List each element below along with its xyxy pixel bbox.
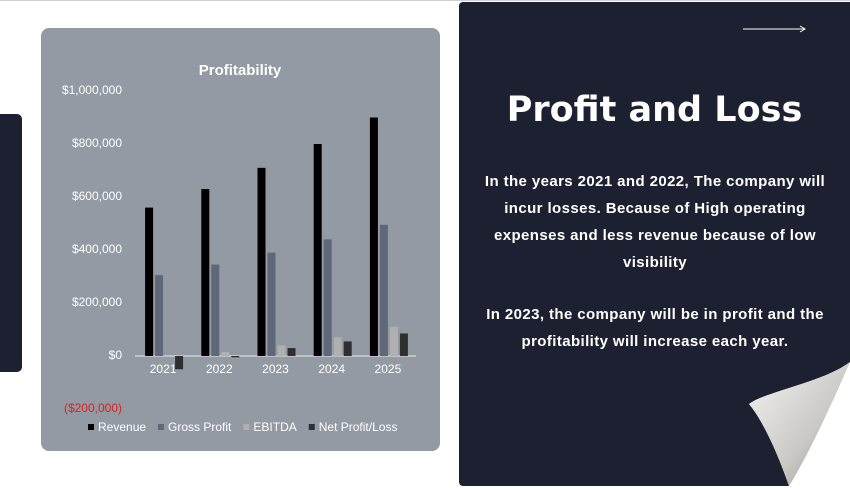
- bar: [155, 275, 164, 356]
- legend-swatch: [308, 424, 315, 430]
- legend-label: Revenue: [98, 420, 146, 434]
- bar: [343, 341, 352, 356]
- bar: [267, 252, 276, 356]
- bar: [389, 326, 398, 356]
- chart-title: Profitability: [199, 62, 282, 79]
- legend-swatch: [158, 424, 165, 430]
- chart: Profitability ($200,000) $0 $200,000 $400,0…: [41, 28, 440, 451]
- x-tick-label: 2022: [206, 362, 233, 376]
- y-tick-label: $600,000: [72, 189, 122, 203]
- legend-label: Gross Profit: [168, 420, 232, 434]
- y-tick-label: ($200,000): [64, 401, 122, 415]
- bar: [277, 345, 286, 356]
- y-tick-label: $400,000: [72, 242, 122, 256]
- legend-swatch: [88, 424, 94, 430]
- x-tick-label: 2025: [375, 362, 402, 376]
- legend-swatch: [243, 424, 250, 430]
- x-tick-label: 2023: [262, 362, 289, 376]
- bar: [231, 356, 240, 358]
- bar: [211, 264, 220, 356]
- side-shape: [0, 114, 22, 372]
- bar: [313, 144, 322, 356]
- legend-label: Net Profit/Loss: [319, 420, 398, 434]
- arrow: [743, 25, 806, 33]
- paragraph: In the years 2021 and 2022, The company …: [484, 173, 826, 271]
- y-tick-label: $800,000: [72, 136, 122, 150]
- bar: [379, 224, 388, 356]
- bar: [175, 356, 184, 370]
- page-curl: [749, 362, 850, 486]
- bar: [287, 348, 296, 356]
- x-tick-label: 2024: [318, 362, 345, 376]
- text-panel: Profit and Loss In the years 2021 and 20…: [459, 2, 850, 486]
- slide-title: Profit and Loss: [506, 90, 803, 130]
- paragraph: In 2023, the company will be in profit a…: [486, 306, 824, 350]
- bar: [221, 352, 230, 356]
- bar: [399, 333, 408, 356]
- bar: [145, 207, 154, 356]
- y-tick-label: $0: [109, 348, 123, 362]
- bar: [257, 167, 266, 356]
- bar: [323, 239, 332, 356]
- y-tick-label: $1,000,000: [62, 83, 122, 97]
- legend-label: EBITDA: [253, 420, 296, 434]
- y-tick-label: $200,000: [72, 295, 122, 309]
- bar: [201, 189, 210, 356]
- bar: [333, 337, 342, 356]
- x-tick-label: 2021: [150, 362, 177, 376]
- bar: [369, 117, 378, 356]
